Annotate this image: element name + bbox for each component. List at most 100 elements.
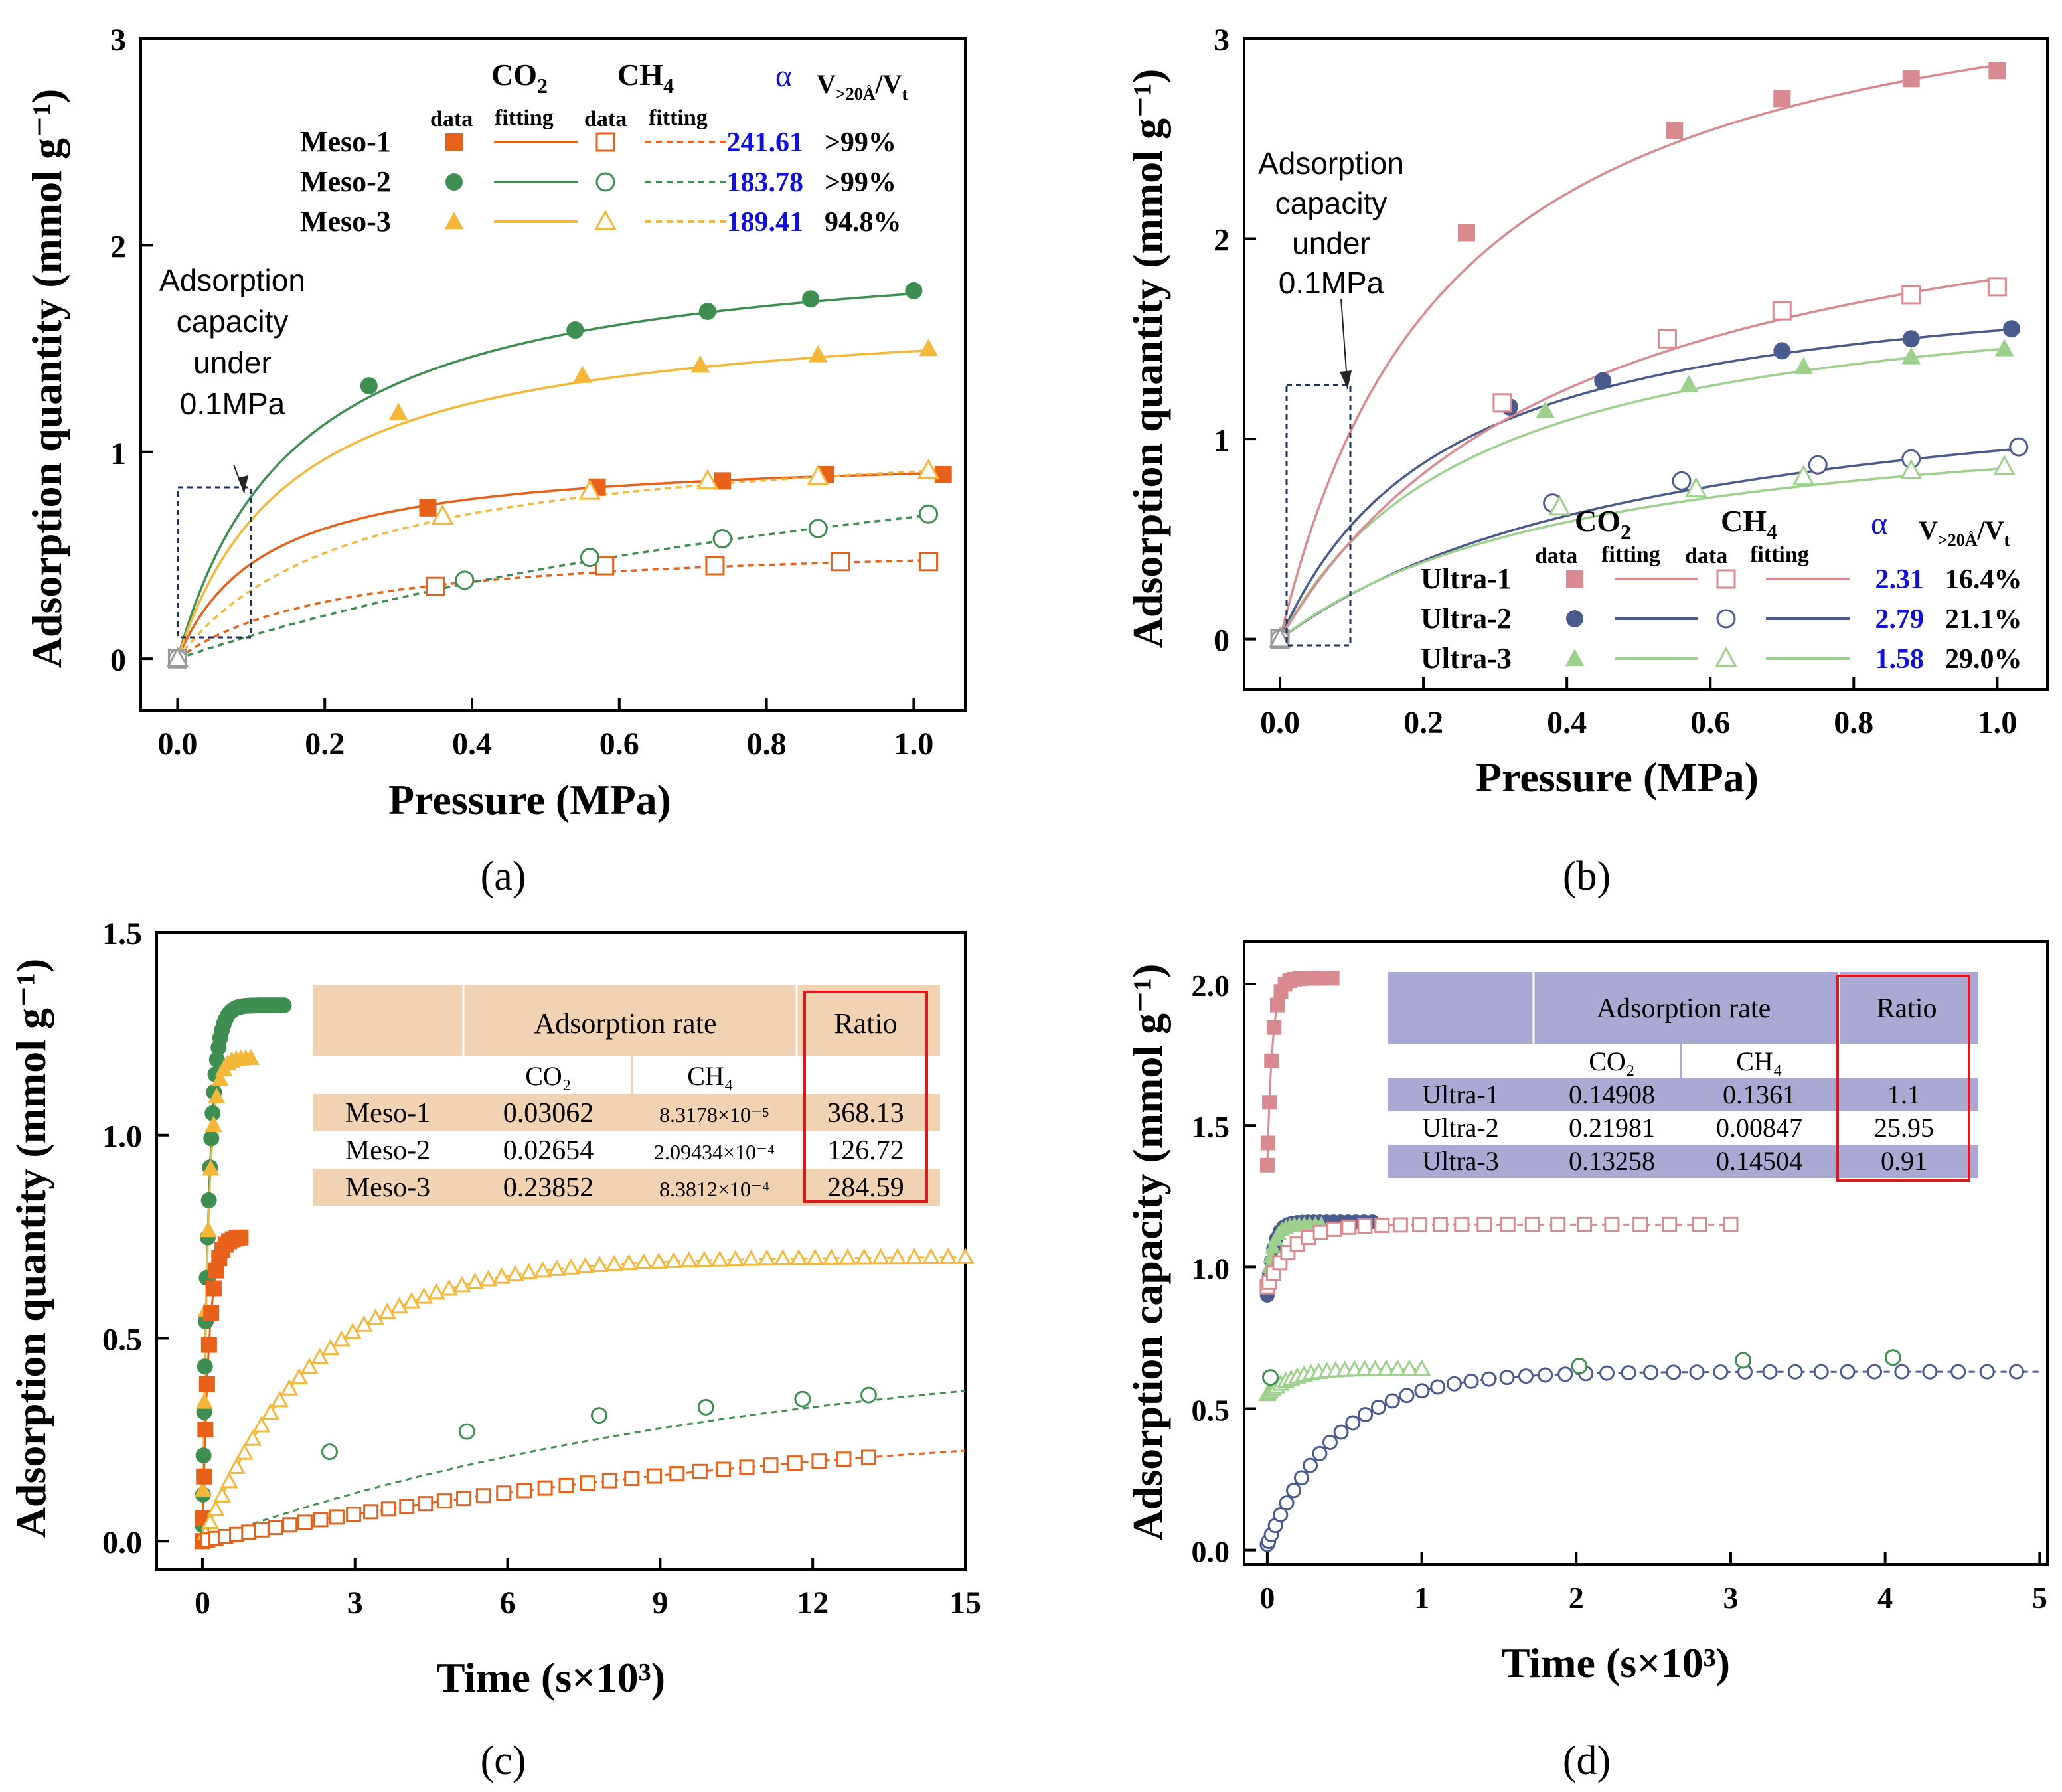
- fit-curve-meso-3-ch4: [201, 1256, 965, 1542]
- data-point: [811, 1453, 827, 1469]
- data-point: [1273, 1507, 1289, 1523]
- data-point: [1262, 1095, 1277, 1110]
- data-point: [208, 1051, 225, 1068]
- data-point: [414, 1287, 433, 1304]
- data-point: [360, 377, 378, 395]
- annotation-line-2-a: capacity: [177, 304, 289, 339]
- data-point: [276, 997, 292, 1014]
- data-point: [1499, 1370, 1515, 1386]
- data-point: [1432, 1216, 1448, 1232]
- x-tick-label: 0.0: [1260, 705, 1300, 740]
- table-cell-name: Ultra-1: [1422, 1080, 1499, 1109]
- data-point: [1269, 627, 1291, 648]
- data-point: [690, 355, 710, 373]
- data-point: [919, 339, 938, 357]
- legend-v-value: 94.8%: [825, 207, 902, 238]
- data-point: [2008, 1364, 2024, 1380]
- data-point: [806, 1248, 825, 1265]
- x-tick-label: 5: [2032, 1581, 2047, 1615]
- x-tick-label: 9: [652, 1586, 668, 1621]
- data-point: [453, 1275, 471, 1293]
- data-point: [1594, 372, 1612, 390]
- data-point: [808, 345, 828, 363]
- legend-ch4-fitting-label-a: fitting: [649, 106, 708, 130]
- data-point: [1492, 393, 1512, 413]
- data-point: [601, 1473, 617, 1489]
- data-point: [1400, 1359, 1419, 1376]
- data-point: [1279, 1495, 1295, 1511]
- y-axis-label-c: Adsorption quantity (mmol g⁻¹): [7, 959, 54, 1538]
- legend-row-name: Ultra-1: [1421, 562, 1512, 595]
- data-point: [695, 1250, 714, 1267]
- data-point: [1604, 1216, 1620, 1232]
- data-point: [1643, 1364, 1659, 1380]
- data-point: [199, 1221, 217, 1238]
- x-axis-label-b: Pressure (MPa): [1476, 754, 1759, 801]
- x-ticks-c: 0 3 6 9 12 15: [195, 1558, 981, 1621]
- x-tick-label: 0.2: [1403, 705, 1443, 740]
- data-point: [934, 466, 952, 484]
- fit-curve-ultra-3-ch4: [1279, 467, 2005, 640]
- data-point: [506, 1265, 524, 1282]
- y-ticks-d: 0.0 0.5 1.0 1.5 2.0: [1192, 969, 1256, 1569]
- x-tick-label: 3: [347, 1586, 363, 1621]
- table-cell-name: Ultra-2: [1422, 1113, 1499, 1143]
- data-points-d: [1258, 971, 2024, 1552]
- table-cell-co2: 0.23852: [503, 1173, 594, 1203]
- data-point: [204, 1105, 221, 1121]
- legend-alpha-header-a: α: [775, 58, 792, 94]
- data-point: [402, 1291, 421, 1309]
- x-tick-label: 0.8: [747, 726, 787, 762]
- data-point: [1293, 1470, 1309, 1486]
- x-tick-label: 3: [1723, 1581, 1738, 1615]
- panel-label-b: (b): [1563, 854, 1611, 899]
- data-point: [1481, 1371, 1497, 1387]
- data-point: [479, 1269, 498, 1287]
- data-point: [1377, 1359, 1395, 1376]
- data-point: [646, 1468, 662, 1484]
- plot-frame-a: [139, 37, 967, 712]
- table-header-rate-c: Adsorption rate: [534, 1007, 717, 1040]
- table-cell-co2: 0.03062: [503, 1098, 594, 1129]
- panel-label-c: (c): [481, 1738, 526, 1783]
- data-point: [1666, 122, 1684, 139]
- annotation-line-3-a: under: [193, 345, 272, 380]
- data-point: [418, 1496, 434, 1512]
- data-point: [431, 504, 454, 525]
- data-point: [680, 1251, 698, 1268]
- fit-curve-ultra-1-co2: [1279, 64, 1998, 640]
- data-point: [888, 1248, 907, 1265]
- x-tick-label: 0: [195, 1586, 210, 1621]
- data-point: [712, 529, 732, 549]
- fit-curve-ultra-1-ch4: [1279, 278, 1998, 640]
- data-point: [1358, 1406, 1374, 1422]
- data-point: [590, 1407, 607, 1424]
- fit-curve-meso-2-ch4: [202, 1390, 966, 1542]
- table-cell-name: Meso-3: [345, 1173, 430, 1203]
- data-point: [789, 1248, 808, 1265]
- legend-marker-co2: [1565, 649, 1585, 667]
- data-point: [1413, 1359, 1431, 1376]
- legend-ch4-data-label-b: data: [1685, 544, 1727, 568]
- table-cell-ch4: 8.3812×10⁻⁴: [659, 1177, 769, 1201]
- data-point: [757, 1249, 776, 1266]
- data-point: [195, 1447, 212, 1464]
- table-subheader-bg-c: [313, 1056, 940, 1094]
- data-point: [204, 1115, 222, 1133]
- table-row-1-bg-c: [313, 1094, 940, 1131]
- table-cell-name: Meso-2: [345, 1135, 430, 1166]
- table-subheader-co2-c: CO₂: [525, 1061, 572, 1091]
- data-point: [1345, 1415, 1361, 1431]
- data-point: [399, 1499, 415, 1514]
- data-point: [1357, 1218, 1373, 1234]
- table-cell-ratio: 368.13: [827, 1098, 904, 1129]
- table-header-ratio-d: Ratio: [1877, 993, 1937, 1024]
- data-point: [794, 1390, 811, 1408]
- legend-marker-ch4: [1716, 569, 1736, 589]
- data-point: [1772, 301, 1792, 321]
- table-cell-co2: 0.21981: [1569, 1113, 1655, 1143]
- data-point: [1988, 62, 2006, 80]
- data-point: [590, 1256, 609, 1273]
- data-point: [1684, 477, 1707, 498]
